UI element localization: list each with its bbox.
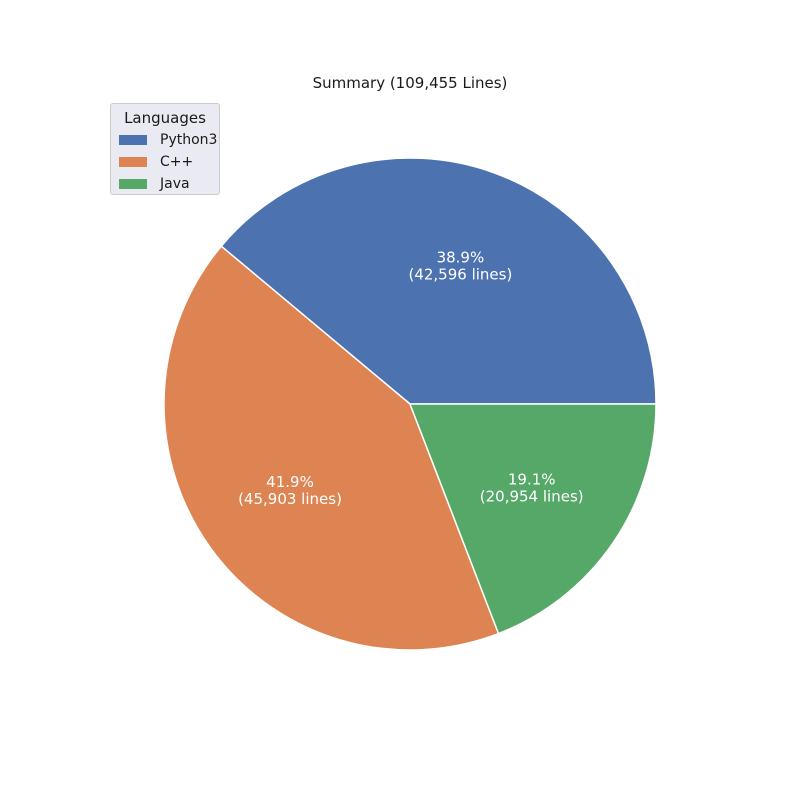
legend-label-cpp: C++	[160, 154, 194, 170]
pie-slice-java	[409, 403, 657, 635]
legend-swatch-java	[119, 179, 147, 189]
pie-percent-label-cpp: 41.9%	[266, 473, 314, 491]
legend-title: Languages	[124, 109, 206, 127]
legend-entry-python3: Python3	[111, 129, 219, 151]
pie-slice-cpp	[163, 245, 500, 651]
legend-label-java: Java	[160, 176, 190, 192]
legend-label-python3: Python3	[160, 132, 218, 148]
pie-value-label-python3: (42,596 lines)	[408, 265, 512, 283]
pie-slices	[163, 157, 657, 651]
legend-entry-java: Java	[111, 173, 219, 195]
pie-value-label-java: (20,954 lines)	[480, 488, 584, 506]
chart-title: Summary (109,455 Lines)	[313, 74, 508, 92]
pie-value-label-cpp: (45,903 lines)	[238, 490, 342, 508]
pie-percent-label-java: 19.1%	[508, 471, 556, 489]
legend-swatch-python3	[119, 135, 147, 145]
pie-slice-python3	[220, 157, 657, 405]
pie-percent-label-python3: 38.9%	[437, 248, 485, 266]
pie-labels: 38.9%(42,596 lines) 41.9%(45,903 lines) 19…	[238, 248, 584, 508]
legend-entry-cpp: C++	[111, 151, 219, 173]
legend-swatch-cpp	[119, 157, 147, 167]
legend: Languages Python3 C++ Java	[110, 103, 220, 195]
